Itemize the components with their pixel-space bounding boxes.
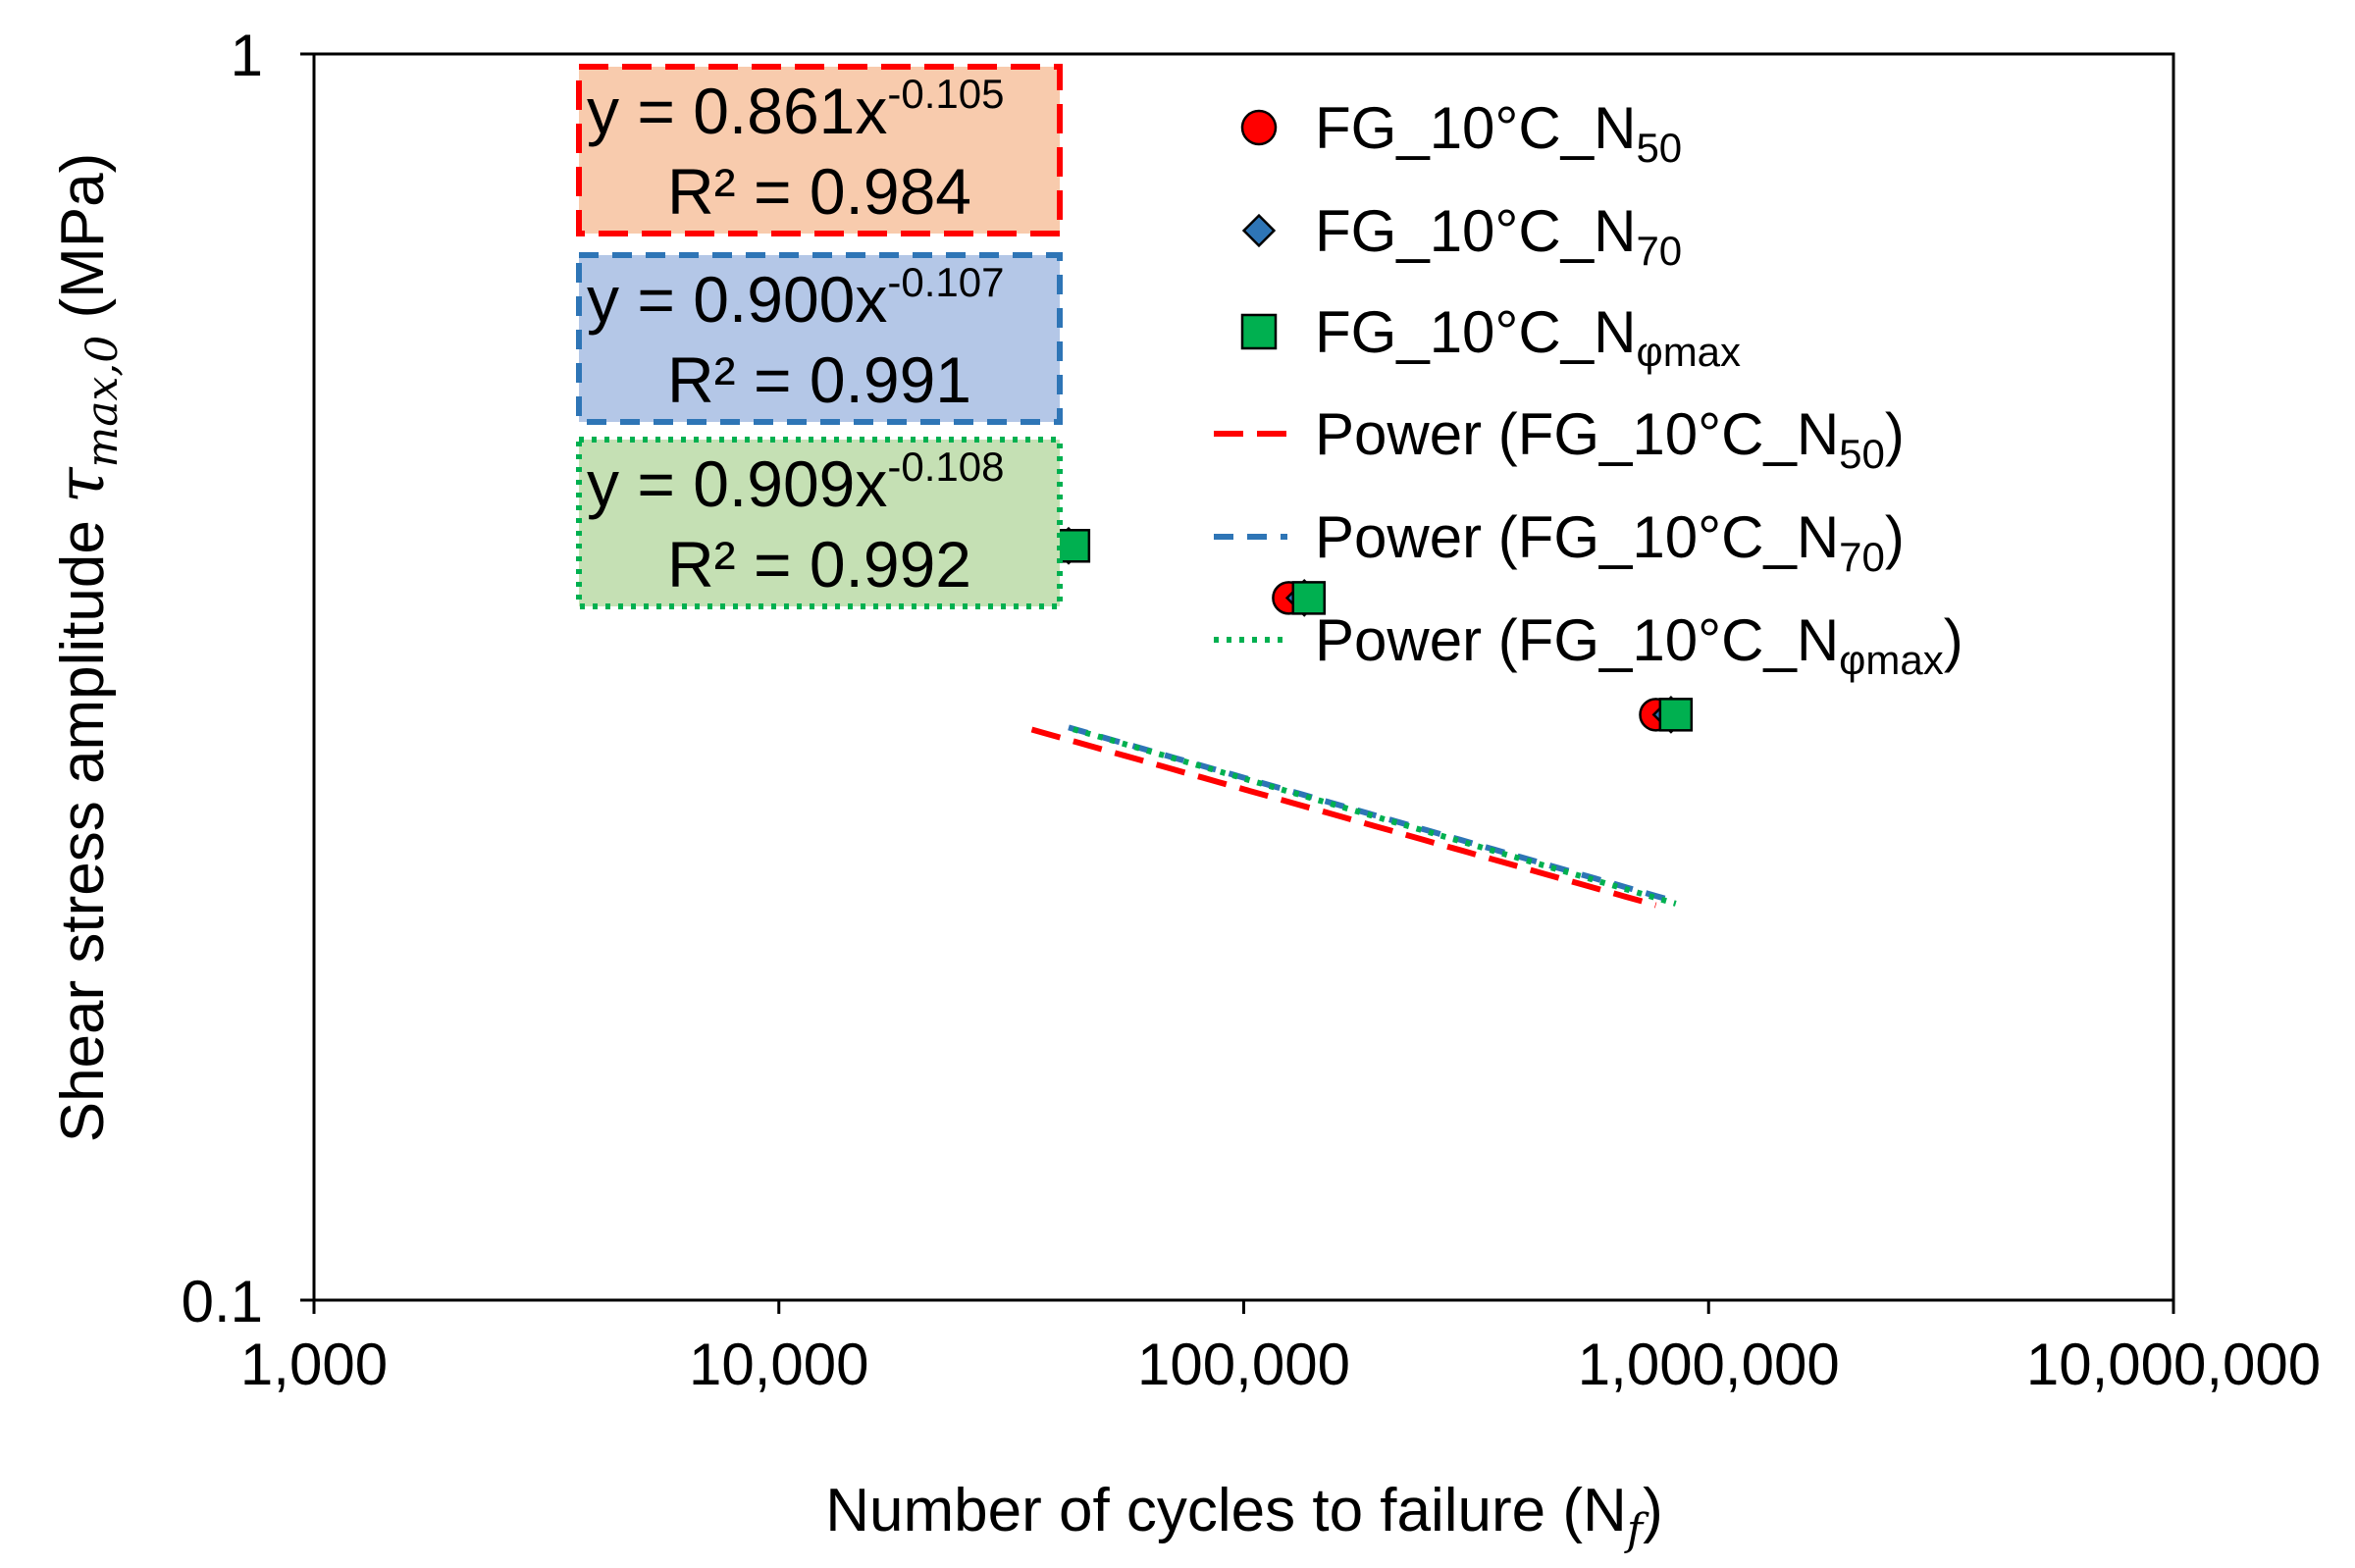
legend-marker [1240,313,1278,350]
y-tick-label: 0.1 [182,1269,263,1334]
y-tick-label: 1 [231,23,263,88]
r-squared-text: R² = 0.991 [667,343,971,416]
r-squared-text: R² = 0.992 [667,528,971,601]
x-tick-label: 100,000 [1137,1332,1350,1397]
legend-label: Power (FG_10°C_N70) [1315,504,1905,580]
trend-lines [1030,724,1677,909]
legend-label: FG_10°C_N70 [1315,198,1682,274]
data-point [1658,698,1694,732]
legend-label: FG_10°C_N50 [1315,95,1682,171]
equation-boxes: y = 0.861x-0.105 R² = 0.984 y = 0.900x-0.1… [576,64,1063,609]
data-point [1056,529,1091,563]
y-axis-title: Shear stress amplitude τmax,0 (MPa) [43,153,128,1143]
legend-marker [1240,109,1278,146]
x-axis: 1,000 10,000 100,000 1,000,000 10,000,000 [240,1300,2321,1397]
x-tick-label: 10,000 [689,1332,869,1397]
legend: FG_10°C_N50 FG_10°C_N70 FG_10°C_Nφmax Power… [1214,95,1963,683]
x-tick-label: 1,000 [240,1332,388,1397]
y-axis: 10.1 [182,23,314,1334]
legend-marker [1241,213,1277,248]
equation-box [576,64,1063,236]
x-axis-title: Number of cycles to failure (Nf) [825,1477,1663,1555]
x-tick-label: 10,000,000 [2026,1332,2321,1397]
legend-label: FG_10°C_Nφmax [1315,299,1741,375]
legend-label: Power (FG_10°C_Nφmax) [1315,607,1963,683]
r-squared-text: R² = 0.984 [667,155,971,228]
legend-label: Power (FG_10°C_N50) [1315,401,1905,477]
equation-box [576,252,1063,425]
equation-box [576,437,1063,609]
trend-line [1030,726,1657,909]
equation-text: y = 0.900x-0.107 [587,259,1004,336]
equation-text: y = 0.861x-0.105 [587,71,1004,147]
data-point [1291,581,1327,615]
trend-line [1073,726,1677,907]
x-tick-label: 1,000,000 [1578,1332,1840,1397]
equation-text: y = 0.909x-0.108 [587,444,1004,520]
